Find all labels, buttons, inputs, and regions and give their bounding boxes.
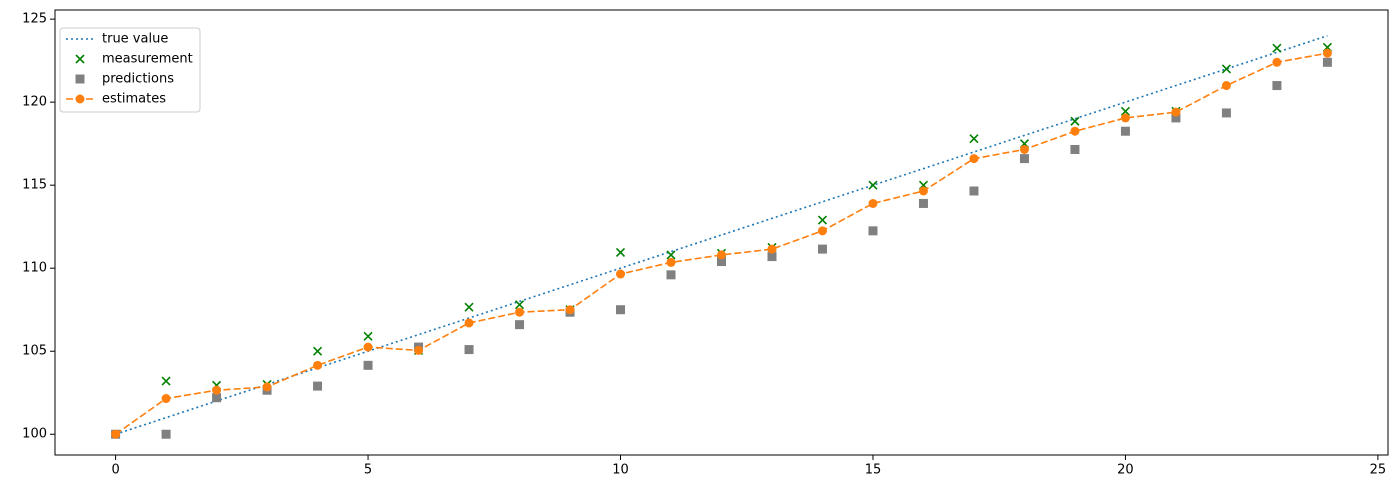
marker-circle <box>1221 81 1231 91</box>
marker-square <box>515 320 525 330</box>
marker-stroke <box>363 331 373 341</box>
y-tick-label: 105 <box>22 344 47 359</box>
marker-square <box>313 381 323 391</box>
x-tick-label: 0 <box>111 463 119 478</box>
marker-square <box>1272 81 1282 91</box>
marker-circle <box>515 307 525 317</box>
marker-circle <box>868 198 878 208</box>
marker-stroke <box>868 180 878 190</box>
marker-square <box>767 252 777 262</box>
marker-circle <box>918 186 928 196</box>
marker-square <box>75 74 85 84</box>
marker-circle <box>1019 144 1029 154</box>
marker-square <box>363 360 373 370</box>
marker-square <box>616 305 626 315</box>
marker-circle <box>666 257 676 267</box>
marker-circle <box>212 385 222 395</box>
x-tick-label: 20 <box>1117 463 1134 478</box>
marker-circle <box>464 318 474 328</box>
marker-x <box>363 331 373 341</box>
y-tick-label: 100 <box>22 427 47 442</box>
legend-box <box>59 27 201 113</box>
marker-square <box>1221 108 1231 118</box>
marker-circle <box>414 345 424 355</box>
marker-circle <box>313 360 323 370</box>
marker-stroke <box>1120 106 1131 116</box>
marker-x <box>75 54 85 64</box>
x-tick-label: 10 <box>612 463 629 478</box>
marker-circle <box>1120 113 1130 123</box>
marker-square <box>1171 113 1181 123</box>
marker-x <box>1221 64 1231 74</box>
marker-square <box>1322 57 1332 67</box>
marker-circle <box>969 154 979 164</box>
marker-square <box>817 244 827 254</box>
marker-x <box>464 302 474 312</box>
legend-label: predictions <box>102 72 174 87</box>
marker-x <box>615 247 626 257</box>
marker-square <box>868 226 878 236</box>
marker-stroke <box>312 346 323 356</box>
marker-x <box>969 134 979 144</box>
marker-stroke <box>969 134 979 144</box>
marker-square <box>161 429 171 439</box>
marker-circle <box>1171 107 1181 117</box>
marker-circle <box>616 269 626 279</box>
marker-circle <box>717 250 726 260</box>
legend-label: measurement <box>102 52 193 67</box>
marker-circle <box>817 226 827 236</box>
marker-stroke <box>817 215 828 225</box>
marker-stroke <box>75 54 85 64</box>
y-tick-label: 110 <box>22 261 47 276</box>
marker-x <box>868 180 878 190</box>
marker-circle <box>1322 48 1332 58</box>
marker-stroke <box>615 247 626 257</box>
marker-x <box>1272 43 1282 53</box>
y-tick-label: 120 <box>22 95 47 110</box>
y-tick-label: 125 <box>22 12 47 27</box>
marker-x <box>1120 106 1131 116</box>
marker-circle <box>1272 57 1282 67</box>
marker-stroke <box>1221 64 1231 74</box>
marker-stroke <box>1070 116 1080 126</box>
marker-square <box>1019 154 1029 164</box>
x-tick-label: 15 <box>865 463 882 478</box>
marker-stroke <box>161 376 171 386</box>
marker-circle <box>767 244 777 254</box>
marker-stroke <box>514 300 525 310</box>
marker-square <box>212 393 222 403</box>
plot-frame <box>54 9 1389 456</box>
y-tick-label: 115 <box>22 178 47 193</box>
legend: true value measurement predictions estimate… <box>59 27 201 113</box>
marker-circle <box>363 342 373 352</box>
legend-label: estimates <box>102 92 166 107</box>
marker-circle <box>565 305 575 315</box>
x-tick-label: 25 <box>1370 463 1387 478</box>
x-tick-label: 5 <box>364 463 372 478</box>
marker-x <box>312 346 323 356</box>
marker-square <box>464 345 474 355</box>
marker-x <box>1070 116 1080 126</box>
marker-square <box>717 257 726 267</box>
marker-stroke <box>666 250 676 260</box>
marker-circle <box>262 382 272 392</box>
marker-stroke <box>1272 43 1282 53</box>
marker-x <box>514 300 525 310</box>
legend-label: true value <box>102 32 168 47</box>
marker-square <box>969 186 979 196</box>
marker-square <box>918 198 928 208</box>
marker-square <box>666 270 676 280</box>
marker-circle <box>111 429 121 439</box>
marker-x <box>817 215 828 225</box>
marker-circle <box>161 394 171 404</box>
marker-circle <box>1070 126 1080 136</box>
marker-circle <box>75 94 85 104</box>
marker-x <box>161 376 171 386</box>
marker-x <box>666 250 676 260</box>
marker-square <box>1120 126 1130 136</box>
marker-square <box>1070 144 1080 154</box>
marker-stroke <box>464 302 474 312</box>
